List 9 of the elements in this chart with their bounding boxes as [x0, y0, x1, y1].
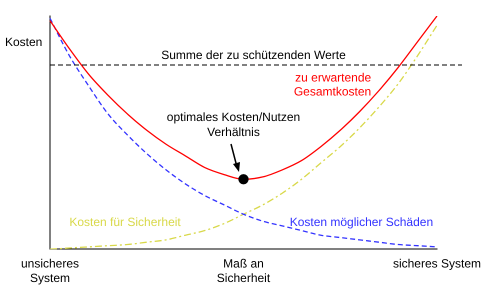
series-label: Kosten möglicher Schäden	[290, 214, 434, 229]
annotation: optimales Kosten/Nutzen Verhältnis	[166, 110, 300, 139]
ref-line-label: Summe der zu schützenden Werte	[161, 48, 346, 62]
y-axis-title: Kosten	[5, 35, 42, 49]
x-tick-label: unsicheres System	[20, 256, 80, 286]
series-label: Kosten für Sicherheit	[69, 214, 182, 229]
x-tick-label: Maß an Sicherheit	[216, 256, 271, 286]
series-label: zu erwartende Gesamtkosten	[294, 70, 372, 98]
x-tick-label: sicheres System	[392, 256, 482, 271]
